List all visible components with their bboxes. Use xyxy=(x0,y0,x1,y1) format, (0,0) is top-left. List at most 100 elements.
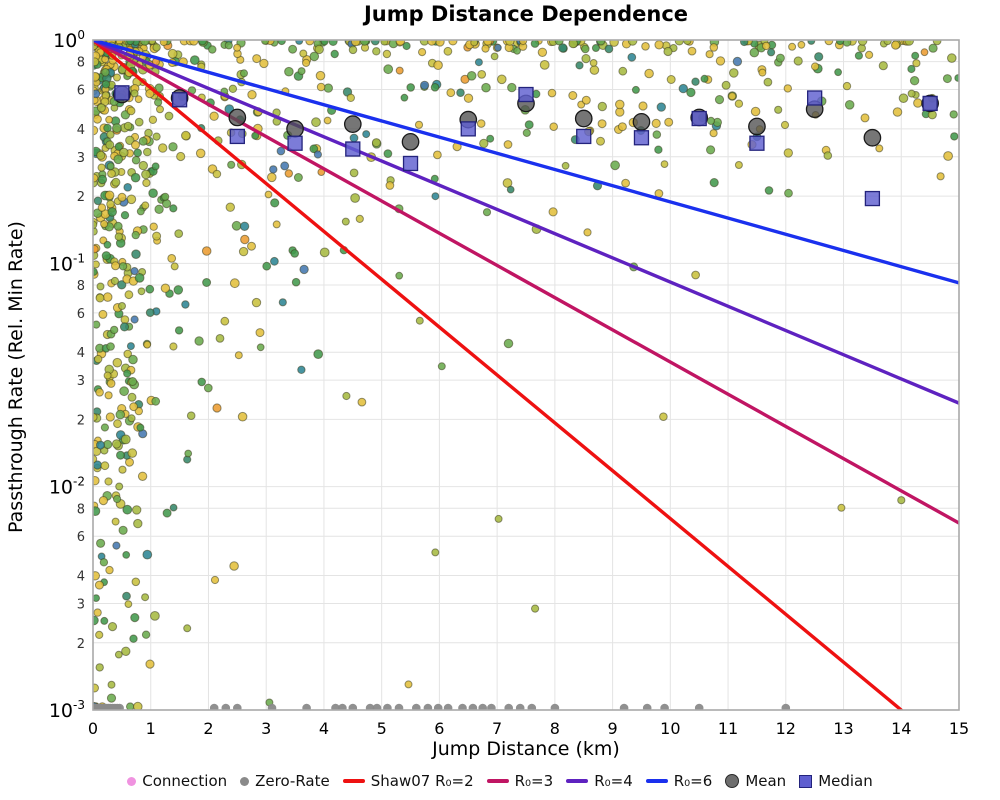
connection-point xyxy=(610,160,620,171)
connection-point xyxy=(319,247,330,258)
connection-point xyxy=(123,369,132,378)
y-tick-label-minor: 8 xyxy=(77,279,85,294)
connection-point xyxy=(99,558,109,567)
x-tick-label: 15 xyxy=(949,719,969,738)
connection-point xyxy=(382,49,392,59)
connection-point xyxy=(105,115,113,124)
connection-point xyxy=(631,85,640,94)
legend-item-zero-rate: Zero-Rate xyxy=(240,772,330,790)
x-tick-label: 2 xyxy=(203,719,213,738)
connection-point xyxy=(94,580,104,590)
connection-point xyxy=(93,594,100,602)
connection-point xyxy=(141,630,151,639)
y-tick-label-minor: 2 xyxy=(77,190,85,205)
connection-point xyxy=(729,68,739,78)
median-marker xyxy=(749,135,765,151)
legend: Connection Zero-Rate Shaw07 R₀=2 R₀=3 R₀=4 R₀… xyxy=(0,772,1000,790)
connection-point xyxy=(93,89,101,99)
connection-point xyxy=(943,151,953,161)
connection-point xyxy=(93,571,100,581)
connection-point xyxy=(272,220,281,229)
connection-point xyxy=(483,40,493,46)
connection-point xyxy=(656,102,666,112)
connection-point xyxy=(666,75,676,84)
connection-point xyxy=(811,62,820,71)
connection-point xyxy=(113,221,123,231)
connection-point xyxy=(261,40,270,45)
connection-point xyxy=(247,241,256,251)
model-line-0 xyxy=(93,40,903,710)
median-marker xyxy=(518,86,534,103)
connection-point xyxy=(709,129,718,138)
zero-rate-point xyxy=(478,703,487,710)
connection-point xyxy=(215,334,225,343)
connection-point xyxy=(152,132,161,141)
connection-point xyxy=(299,49,308,58)
connection-point xyxy=(297,67,306,76)
connection-point xyxy=(687,46,697,56)
zero-rate-point xyxy=(694,703,704,710)
connection-point xyxy=(170,262,179,271)
connection-point xyxy=(145,284,155,294)
connection-point xyxy=(898,93,909,103)
connection-point xyxy=(865,50,874,60)
plot-frame xyxy=(92,39,960,711)
connection-point xyxy=(418,48,427,57)
connection-point xyxy=(430,83,440,92)
connection-point xyxy=(302,58,311,68)
legend-marker-line-icon xyxy=(645,779,668,783)
x-axis-label: Jump Distance (km) xyxy=(432,738,620,760)
connection-point xyxy=(194,336,204,346)
connection-point xyxy=(117,280,127,290)
connection-point xyxy=(158,143,168,153)
connection-point xyxy=(370,40,380,46)
connection-point xyxy=(774,105,783,114)
connection-point xyxy=(860,113,870,123)
connection-point xyxy=(120,211,130,220)
connection-point xyxy=(270,256,279,266)
legend-item-mean: Mean xyxy=(725,772,786,790)
connection-point xyxy=(783,148,793,158)
connection-point xyxy=(103,240,112,249)
connection-point xyxy=(195,148,206,159)
connection-point xyxy=(156,105,164,114)
connection-point xyxy=(554,40,564,46)
connection-point xyxy=(277,40,286,46)
connection-point xyxy=(169,204,178,213)
connection-point xyxy=(124,600,133,608)
y-tick-labels: 100 8 6 4 3 2 10-1 8 6 4 3 2 10-2 8 6 4 3 2 10-3 xyxy=(49,28,85,722)
mean-marker xyxy=(228,108,247,127)
connection-point xyxy=(138,160,149,171)
zero-rate-point xyxy=(443,703,453,710)
connection-point xyxy=(173,285,184,295)
mean-marker xyxy=(863,128,882,147)
connection-point xyxy=(404,680,413,689)
x-tick-label: 8 xyxy=(550,719,560,738)
connection-point xyxy=(136,207,145,216)
connection-point xyxy=(740,40,749,47)
connection-point xyxy=(494,514,503,523)
connection-point xyxy=(106,162,115,171)
y-tick-label-minor: 2 xyxy=(77,637,85,652)
connection-point xyxy=(119,386,129,397)
connection-point xyxy=(96,538,106,548)
connection-point xyxy=(823,151,833,160)
connection-point xyxy=(122,551,131,559)
connection-point xyxy=(897,496,906,505)
connection-point xyxy=(911,51,920,60)
connection-point xyxy=(107,680,116,689)
connection-point xyxy=(93,615,99,626)
connection-point xyxy=(323,116,332,125)
connection-point xyxy=(596,40,606,46)
connection-point xyxy=(198,40,207,46)
connection-point xyxy=(169,503,178,512)
y-tick-label-minor: 4 xyxy=(77,123,85,138)
legend-item-r-4: R₀=4 xyxy=(566,772,633,790)
connection-point xyxy=(293,173,303,182)
connection-point xyxy=(548,207,558,217)
connection-point xyxy=(123,183,132,192)
connection-point xyxy=(494,43,502,52)
connection-point xyxy=(844,100,855,110)
connection-point xyxy=(113,154,123,165)
median-marker xyxy=(402,155,419,172)
